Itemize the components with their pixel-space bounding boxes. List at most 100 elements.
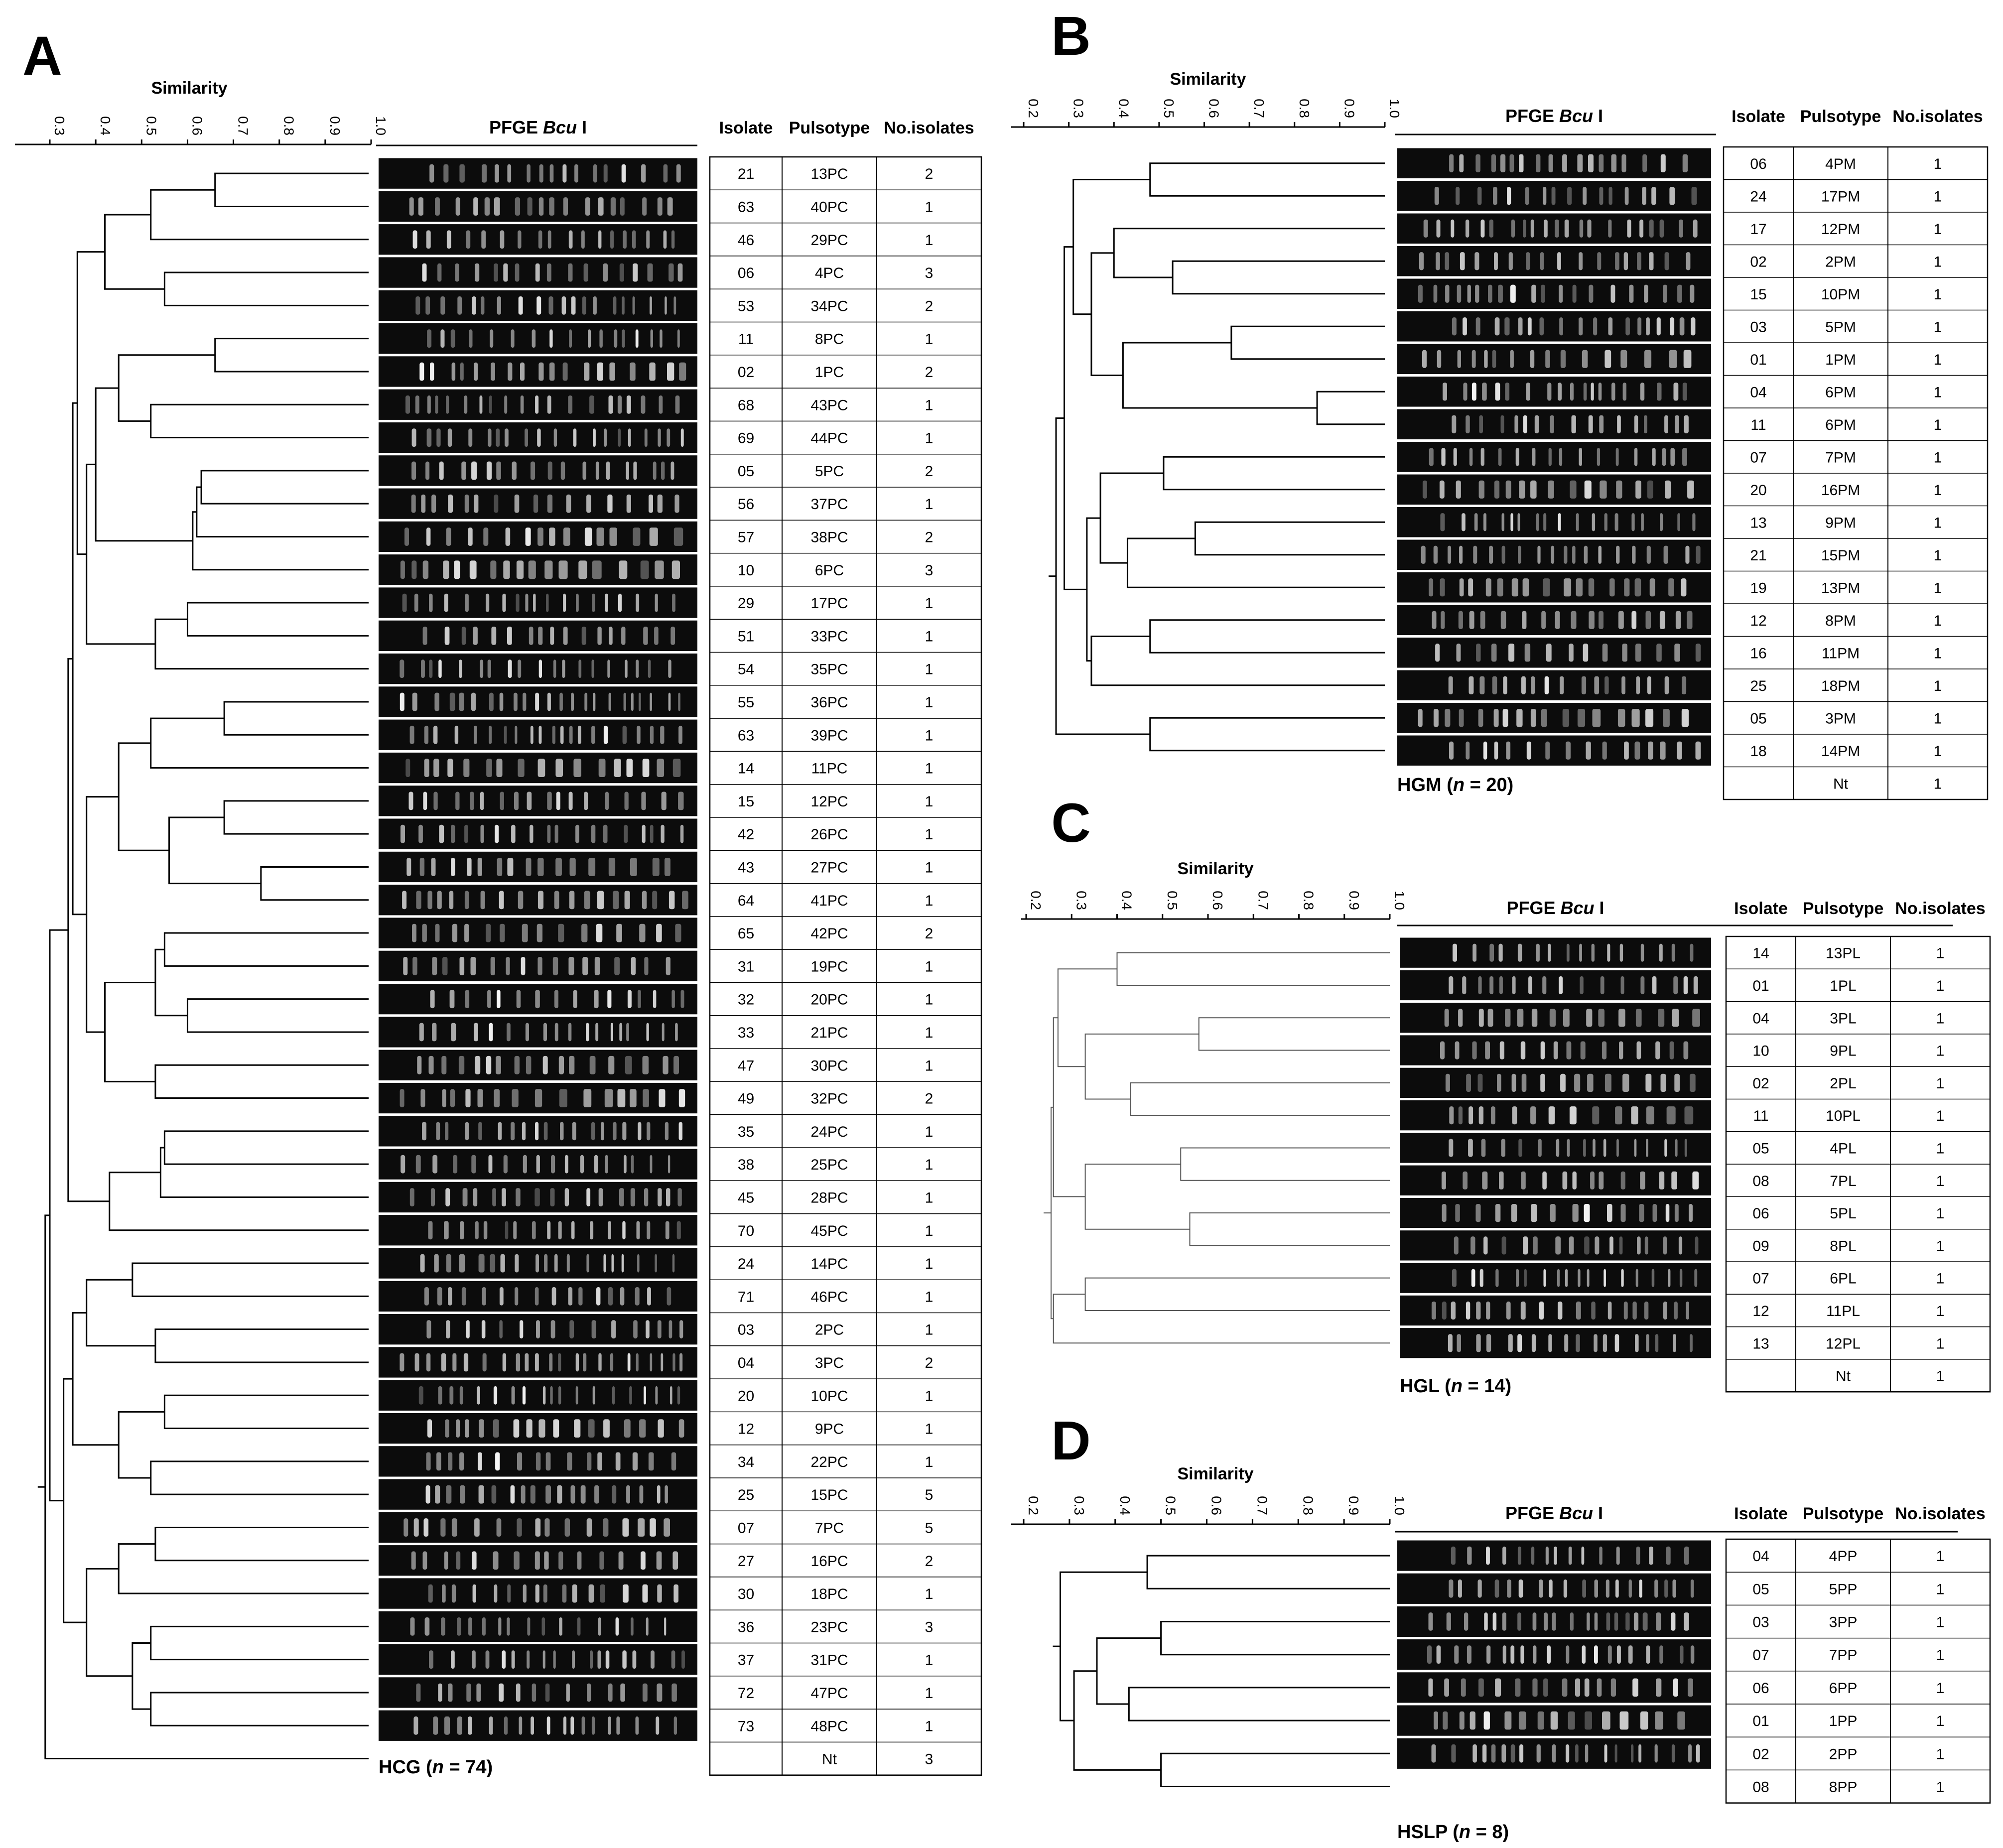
gel-lane [1400,1328,1711,1358]
pulsotype-cell: 40PC [810,199,848,215]
pulsotype-cell: 2PC [815,1322,844,1338]
axis-tick-label: 1.0 [1392,1496,1407,1515]
isolate-cell: 09 [1752,1238,1769,1254]
gel-image [379,158,697,1741]
gel-lane [379,389,697,420]
count-cell: 1 [925,430,934,447]
table-row: 38 25PC 1 [738,1157,934,1173]
pulsotype-cell: 10PL [1826,1108,1861,1124]
table-row: 12 8PM 1 [1750,613,1942,629]
column-header: No.isolates [884,119,974,137]
isolate-cell: 63 [738,199,754,215]
dendrogram-branch [1160,1752,1390,1787]
gel-lane [1397,1639,1711,1670]
pulsotype-cell: 4PM [1825,156,1856,172]
gel-lane [1400,937,1711,968]
isolate-cell: 63 [738,727,754,744]
gel-lane [1397,703,1711,733]
gel-lane [379,488,697,519]
isolate-cell: 20 [738,1388,754,1404]
isolate-cell: 13 [1752,1335,1769,1352]
count-cell: 1 [925,1124,934,1140]
isolate-cell: 72 [738,1685,754,1702]
isolate-cell: 02 [1752,1746,1769,1762]
gel-image [1397,148,1711,766]
pulsotype-cell: 42PC [810,925,848,942]
pulsotype-cell: 16PM [1821,482,1860,499]
isolate-cell: 14 [738,761,754,777]
isolate-cell: 08 [1752,1779,1769,1796]
table-row: 45 28PC 1 [738,1189,934,1206]
isolate-cell: 56 [738,496,754,513]
count-cell: 1 [1934,710,1942,727]
count-cell: 1 [925,793,934,810]
count-cell: 1 [1936,1238,1945,1254]
table-row: 51 33PC 1 [738,628,934,645]
dendrogram-branch [1090,252,1123,376]
gel-lane [379,257,697,288]
gel-title: PFGE Bcu I [1506,898,1604,918]
count-cell: 3 [925,1751,934,1768]
isolate-cell: 25 [738,1487,754,1503]
dendrogram-branch [1163,456,1385,491]
pulsotype-cell: 5PC [815,463,844,480]
count-cell: 1 [1934,352,1942,368]
column-header: Isolate [1732,107,1785,126]
table-row: 04 4PP 1 [1752,1548,1944,1565]
isolate-cell: 24 [1750,188,1766,205]
panel-b: B Similarity 0.2 0.3 0.4 0.5 0.6 0.7 0.8 0.9 1.0 PF… [1011,5,1989,800]
axis-tick-label: 0.6 [1210,891,1225,910]
count-cell: 1 [925,1256,934,1272]
count-cell: 1 [925,661,934,678]
gel-title-enzyme: Bcu [543,117,577,137]
gel-lane [379,786,697,816]
count-cell: 1 [1934,678,1942,694]
pulsotype-cell: Nt [1833,776,1849,792]
table-row: 03 2PC 1 [738,1322,934,1338]
table-row: 05 4PL 1 [1752,1140,1944,1157]
gel-lane [379,1314,697,1345]
dendrogram-branch [1086,517,1101,662]
gel-lane [379,1380,697,1411]
pulsotype-cell: 27PC [810,859,848,876]
isolate-cell: 25 [1750,678,1766,694]
isolate-cell: 51 [738,628,754,645]
table-row: 46 29PC 1 [738,232,934,249]
isolate-cell: 12 [1750,613,1766,629]
caption-n: n [1459,1822,1470,1843]
pulsotype-cell: 1PM [1825,352,1856,368]
count-cell: 1 [1936,1043,1945,1059]
table-row: 15 10PM 1 [1750,286,1942,303]
gel-lane [1397,148,1711,178]
isolate-cell: 21 [738,166,754,182]
isolate-cell: 15 [1750,286,1766,303]
gel-lane [379,1611,697,1642]
dendrogram [37,172,369,1760]
caption-group: HGM [1397,775,1442,795]
gel-lane [379,1644,697,1675]
table-row: 53 34PC 2 [738,298,934,314]
pulsotype-cell: 4PL [1830,1140,1856,1157]
pulsotype-cell: Nt [1836,1368,1851,1385]
isolate-cell: 06 [1750,156,1766,172]
table-row: 03 5PM 1 [1750,319,1942,335]
dendrogram [1049,162,1385,752]
pulsotype-cell: 15PC [810,1487,848,1503]
table-row: 11 6PM 1 [1750,417,1942,433]
gel-title-enzyme-suffix: I [1598,106,1603,126]
isolate-cell: 07 [738,1520,754,1536]
gel-lane [379,719,697,750]
count-cell: 1 [1936,1713,1945,1729]
count-cell: 1 [1934,319,1942,335]
gel-lane [379,620,697,651]
gel-lane [379,851,697,883]
isolate-cell: 12 [1752,1303,1769,1320]
gel-lane [379,1578,697,1609]
table-row: 13 12PL 1 [1752,1335,1944,1352]
caption-group: HSLP [1397,1822,1448,1843]
gel-lane [379,984,697,1015]
isolate-cell: 01 [1752,1713,1769,1729]
dendrogram-branch [95,387,193,542]
count-cell: 1 [1936,1140,1945,1157]
gel-lane [1400,1197,1711,1228]
